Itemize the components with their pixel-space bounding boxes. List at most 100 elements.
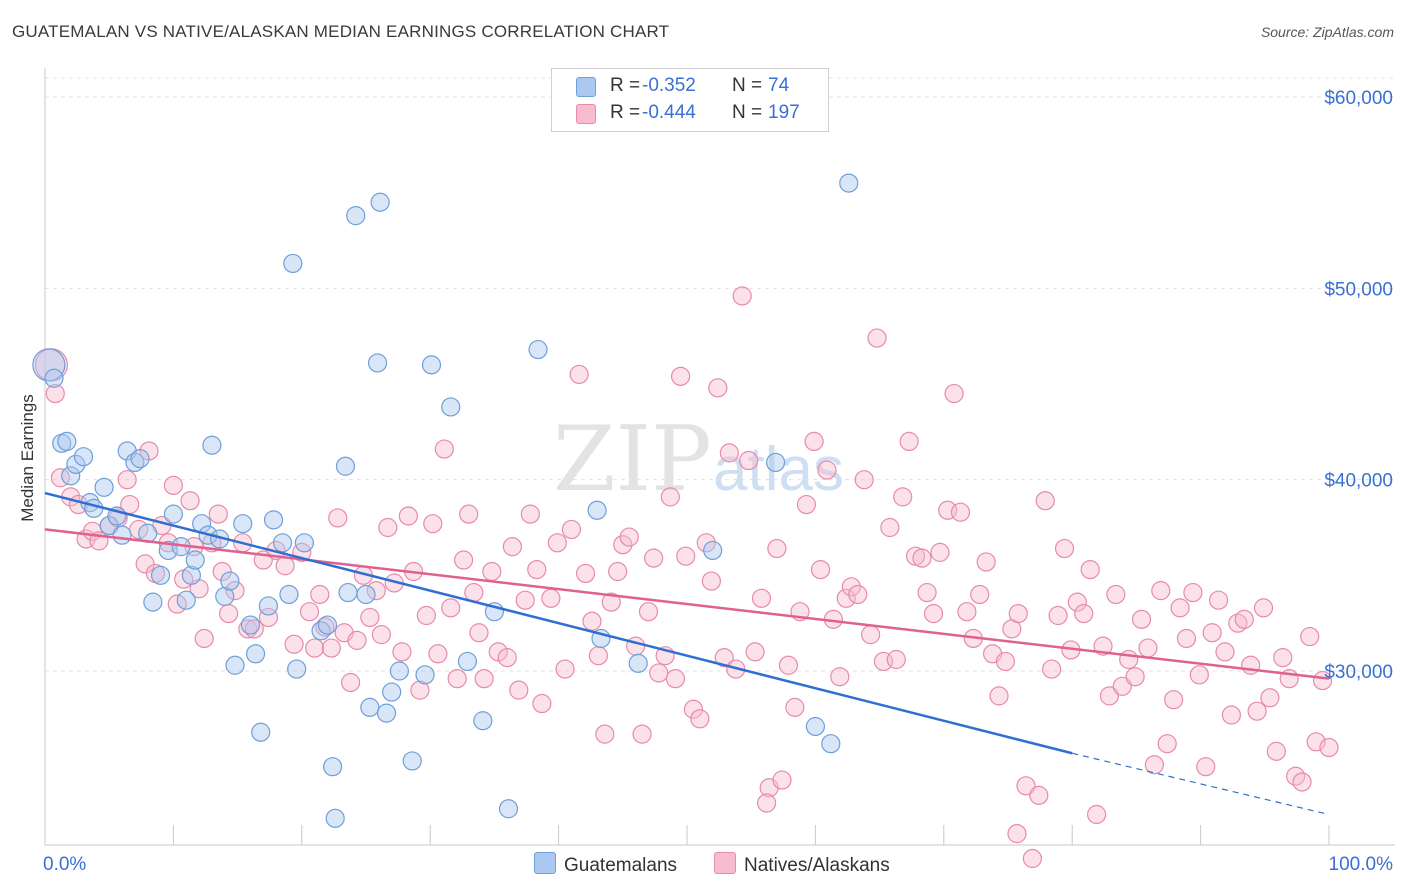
point-natives-alaskans: [163, 475, 183, 496]
point-guatemalans: [338, 582, 358, 603]
point-natives-alaskans: [854, 470, 874, 490]
point-natives-alaskans: [569, 364, 589, 385]
point-natives-alaskans: [515, 590, 535, 610]
point-natives-alaskans: [796, 494, 817, 515]
point-natives-alaskans: [1035, 491, 1055, 511]
point-guatemalans: [263, 510, 284, 530]
point-natives-alaskans: [1196, 757, 1216, 777]
point-natives-alaskans: [1215, 642, 1235, 662]
point-natives-alaskans: [1106, 584, 1126, 605]
point-natives-alaskans: [340, 672, 361, 693]
point-natives-alaskans: [225, 581, 245, 601]
point-natives-alaskans: [1312, 670, 1333, 691]
point-guatemalans: [294, 533, 314, 553]
point-natives-alaskans: [917, 582, 937, 603]
point-natives-alaskans: [1176, 628, 1197, 649]
point-natives-alaskans: [1157, 734, 1177, 754]
legend-r-label: R =: [610, 102, 641, 123]
point-guatemalans: [821, 734, 841, 754]
point-guatemalans: [376, 703, 397, 723]
point-guatemalans: [150, 565, 171, 585]
point-natives-alaskans: [1253, 598, 1274, 618]
point-guatemalans: [498, 799, 519, 819]
series-guatemalans: [32, 173, 859, 828]
point-natives-alaskans: [1208, 590, 1229, 610]
point-natives-alaskans: [767, 538, 787, 559]
correlation-legend: R = -0.352 N = 74 R = -0.444 N = 197: [551, 68, 829, 132]
point-natives-alaskans: [398, 506, 418, 526]
point-natives-alaskans: [649, 663, 669, 683]
point-natives-alaskans: [785, 697, 805, 717]
point-natives-alaskans: [1007, 824, 1027, 844]
y-tick-label: $50,000: [1324, 279, 1393, 300]
axes: [44, 68, 1395, 846]
point-natives-alaskans: [1300, 626, 1320, 647]
legend-n-label: N =: [732, 102, 763, 123]
point-guatemalans: [215, 586, 235, 606]
point-natives-alaskans: [1170, 598, 1190, 618]
point-natives-alaskans: [830, 667, 850, 687]
point-guatemalans: [272, 533, 293, 553]
point-natives-alaskans: [836, 588, 856, 608]
point-natives-alaskans: [690, 709, 710, 729]
point-natives-alaskans: [608, 561, 628, 582]
point-natives-alaskans: [841, 577, 861, 597]
point-natives-alaskans: [447, 669, 467, 689]
point-natives-alaskans: [180, 491, 200, 511]
point-guatemalans: [287, 659, 307, 679]
trend-line-guatemalans: [44, 491, 1073, 755]
point-natives-alaskans: [957, 602, 977, 622]
x-tick-label: 100.0%: [1329, 854, 1394, 875]
point-natives-alaskans: [880, 517, 900, 538]
point-natives-alaskans: [1022, 848, 1042, 869]
point-natives-alaskans: [665, 669, 686, 689]
point-guatemalans: [99, 515, 119, 536]
point-guatemalans: [202, 435, 222, 455]
bottom-legend-label: Natives/Alaskans: [744, 855, 890, 876]
point-natives-alaskans: [1042, 659, 1062, 679]
point-natives-alaskans: [670, 366, 691, 386]
point-natives-alaskans: [1125, 667, 1145, 687]
point-natives-alaskans: [613, 535, 633, 555]
point-natives-alaskans: [423, 514, 443, 534]
point-natives-alaskans: [861, 625, 881, 645]
point-guatemalans: [473, 711, 493, 731]
point-natives-alaskans: [950, 502, 971, 522]
point-natives-alaskans: [804, 431, 824, 451]
point-natives-alaskans: [660, 487, 680, 507]
point-natives-alaskans: [520, 504, 540, 524]
trend-lines: [44, 491, 1330, 816]
point-natives-alaskans: [751, 588, 772, 608]
point-natives-alaskans: [619, 527, 639, 547]
legend-r-value: -0.444: [642, 102, 696, 123]
bottom-legend-swatch-pink: [714, 852, 736, 874]
point-guatemalans: [421, 355, 442, 375]
point-guatemalans: [765, 452, 786, 473]
point-natives-alaskans: [989, 686, 1009, 706]
point-guatemalans: [233, 514, 253, 534]
point-natives-alaskans: [696, 533, 716, 553]
point-natives-alaskans: [1029, 785, 1049, 805]
point-guatemalans: [181, 565, 201, 585]
point-natives-alaskans: [1048, 605, 1068, 626]
legend-r-label: R =: [610, 75, 641, 96]
bottom-legend-natives: Natives/Alaskans: [714, 852, 890, 877]
point-guatemalans: [360, 697, 380, 717]
point-natives-alaskans: [601, 592, 621, 612]
chart-title: GUATEMALAN VS NATIVE/ALASKAN MEDIAN EARN…: [12, 22, 670, 41]
point-guatemalans: [323, 757, 343, 777]
point-natives-alaskans: [1112, 676, 1132, 696]
point-guatemalans: [176, 590, 196, 610]
point-natives-alaskans: [1008, 603, 1028, 624]
point-natives-alaskans: [867, 328, 887, 348]
point-guatemalans: [703, 540, 723, 561]
point-guatemalans: [143, 592, 163, 612]
point-natives-alaskans: [497, 648, 517, 668]
point-natives-alaskans: [328, 508, 348, 528]
legend-n-value: 197: [768, 102, 800, 123]
point-natives-alaskans: [1202, 623, 1222, 643]
point-guatemalans: [44, 368, 64, 388]
watermark-zip: ZIP: [553, 407, 712, 512]
legend-swatch-pink: [576, 104, 596, 124]
